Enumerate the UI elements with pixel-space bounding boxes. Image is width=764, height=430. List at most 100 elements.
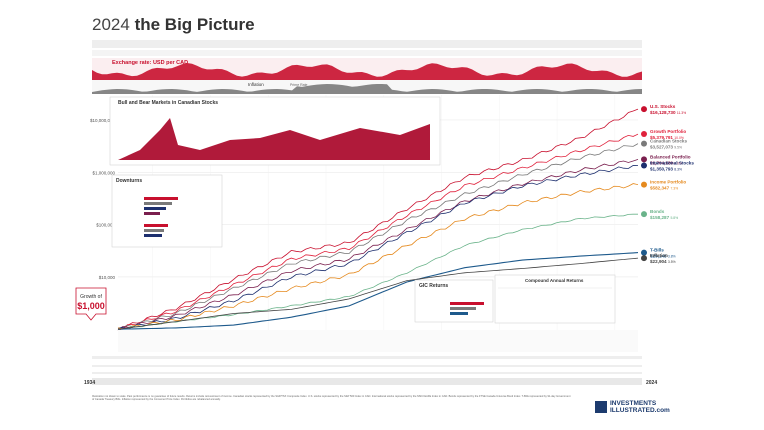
gic-inset: GIC Returns [414, 279, 494, 323]
series-value-bonds: $158,287 5.8% [650, 215, 678, 220]
series-lines [117, 108, 639, 332]
y-tick-label: $10,000 [99, 275, 116, 280]
series-name-balanced: Balanced Portfolio [650, 154, 691, 159]
series-line-growth [117, 133, 639, 331]
footnote: Illustration not drawn to scale. Past pe… [92, 395, 571, 402]
series-name-tbills: T-Bills [650, 248, 664, 253]
end-labels: U.S. Stocks$16,128,730 11.3% Growth Portf… [641, 104, 694, 264]
series-value-canadian: $3,527,073 9.5% [650, 145, 682, 150]
series-marker-tbills [641, 249, 647, 256]
series-value-growth: $5,379,791 10.0% [650, 135, 684, 140]
series-rate-income: 7.3% [670, 187, 678, 191]
downturn-bar [144, 229, 164, 232]
series-marker-international [641, 162, 647, 169]
title-year: 2024 [92, 15, 130, 34]
series-marker-income [641, 181, 647, 188]
brand: INVESTMENTS ILLUSTRATED.com [595, 398, 670, 420]
series-rate-us: 11.3% [677, 111, 686, 115]
y-tick-label: $1,000,000 [92, 170, 115, 175]
y-tick-label: $10,000,000 [90, 118, 116, 123]
series-marker-inflation [641, 255, 647, 262]
decade-strip [92, 365, 642, 367]
year-axis-band [92, 378, 642, 385]
series-marker-bonds [641, 211, 647, 218]
series-value-income: $582,347 7.3% [650, 186, 678, 191]
series-rate-canadian: 9.5% [674, 146, 682, 150]
inflation-area [92, 84, 642, 94]
series-name-us: U.S. Stocks [650, 104, 676, 109]
series-rate-tbills: 3.8% [668, 255, 676, 259]
x-axis-end: 2024 [646, 380, 657, 386]
x-axis-start: 1934 [84, 380, 95, 386]
growth-callout-box [75, 287, 107, 321]
fx-panel: Exchange rate: USD per CAD [92, 58, 642, 80]
series-line-inflation [117, 257, 639, 330]
fx-title: Exchange rate: USD per CAD [112, 60, 188, 66]
y-axis: $10,000,000 $1,000,000 $100,000 $10,000 [90, 118, 116, 280]
gic-bar [450, 312, 468, 315]
growth-callout: Growth of $1,000 [75, 287, 107, 321]
downturns-title: Downturns [116, 178, 142, 184]
series-value-us: $16,128,730 11.3% [650, 110, 686, 115]
series-value-tbills: $29,148 3.8% [650, 254, 676, 259]
series-rate-bonds: 5.8% [670, 216, 678, 220]
series-marker-growth [641, 131, 647, 138]
series-marker-canadian [641, 140, 647, 147]
downturn-bar [144, 224, 168, 227]
title-text: the Big Picture [134, 15, 255, 34]
series-value-balanced: $1,764,189 8.6% [650, 160, 682, 165]
annual-returns-strip [118, 330, 638, 352]
downturn-bar [144, 212, 160, 215]
series-value-international: $1,350,793 8.3% [650, 166, 682, 171]
growth-callout-line2: $1,000 [77, 301, 105, 311]
series-name-income: Income Portfolio [650, 180, 686, 185]
series-marker-us [641, 106, 647, 113]
series-line-canadian [117, 143, 639, 332]
gic-title: GIC Returns [419, 283, 448, 289]
series-name-international: International Stocks [650, 160, 694, 165]
series-rate-inflation: 3.5% [668, 260, 676, 264]
prime-rate-label: Prime Rate [290, 83, 308, 87]
series-rate-growth: 10.0% [674, 136, 684, 140]
bull-bear-title: Bull and Bear Markets in Canadian Stocks [118, 100, 218, 106]
returns-table: Compound Annual Returns [494, 274, 616, 324]
series-line-us [117, 108, 639, 330]
growth-callout-line1: Growth of [80, 294, 102, 300]
series-value-inflation: $22,904 3.5% [650, 259, 676, 264]
brand-name: INVESTMENTS ILLUSTRATED.com [610, 400, 670, 414]
page-title: 2024 the Big Picture [92, 15, 255, 35]
bull-bear-area [118, 118, 430, 160]
decade-strip [92, 356, 642, 359]
series-name-bonds: Bonds [650, 209, 665, 214]
bull-bear-inset: Bull and Bear Markets in Canadian Stocks [109, 96, 441, 166]
series-name-canadian: Canadian Stocks [650, 139, 687, 144]
fx-area [92, 63, 642, 80]
downturn-bar [144, 197, 178, 200]
series-line-international [117, 164, 639, 330]
downturn-bar [144, 234, 162, 237]
series-line-tbills [117, 252, 639, 330]
gic-bar [450, 307, 476, 310]
gic-bar [450, 302, 484, 305]
downturn-bar [144, 207, 166, 210]
returns-table-box [494, 274, 616, 324]
event-band [92, 50, 642, 56]
decade-strip [92, 372, 642, 374]
series-rate-international: 8.3% [674, 167, 682, 171]
inflation-title: Inflation [248, 82, 264, 87]
series-name-inflation: Inflation [650, 253, 668, 258]
downturn-bar [144, 202, 172, 205]
series-line-income [117, 183, 639, 330]
brand-line2: ILLUSTRATED.com [610, 407, 670, 414]
series-rate-balanced: 8.6% [674, 161, 682, 165]
brand-line1: INVESTMENTS [610, 400, 657, 407]
brand-logo-icon [595, 401, 607, 413]
downturns-box [111, 174, 223, 248]
y-tick-label: $100,000 [96, 223, 115, 228]
series-line-balanced [117, 159, 639, 330]
series-name-growth: Growth Portfolio [650, 129, 686, 134]
returns-table-title: Compound Annual Returns [525, 278, 584, 283]
timeline-band [92, 40, 642, 48]
